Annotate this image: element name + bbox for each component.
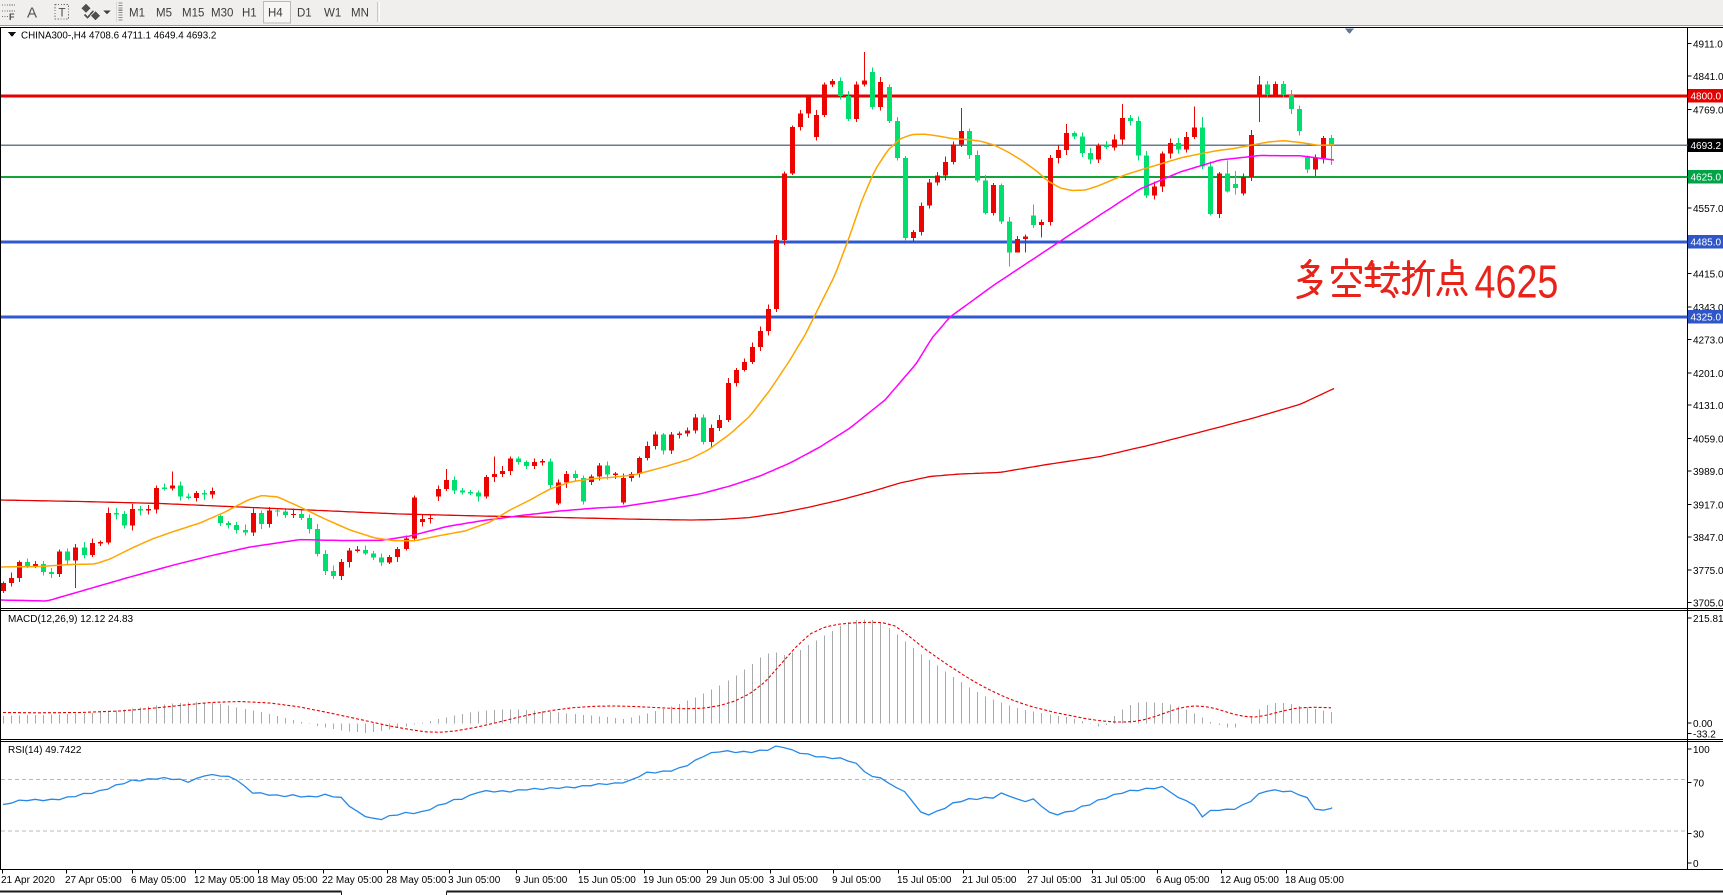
svg-text:3 Jul 05:00: 3 Jul 05:00	[769, 875, 818, 886]
svg-text:18 May 05:00: 18 May 05:00	[257, 875, 318, 886]
svg-text:H4: H4	[268, 8, 283, 20]
svg-text:27 Jul 05:00: 27 Jul 05:00	[1027, 875, 1082, 886]
svg-text:W1: W1	[324, 8, 341, 20]
svg-text:3775.0: 3775.0	[1693, 566, 1723, 577]
svg-text:M1: M1	[129, 8, 145, 20]
svg-text:21 Jul 05:00: 21 Jul 05:00	[962, 875, 1017, 886]
svg-text:0: 0	[1693, 859, 1699, 870]
svg-text:MN: MN	[351, 8, 369, 20]
svg-text:4325.0: 4325.0	[1691, 313, 1722, 324]
svg-text:6 May 05:00: 6 May 05:00	[131, 875, 186, 886]
svg-text:9 Jul 05:00: 9 Jul 05:00	[832, 875, 881, 886]
svg-text:4769.0: 4769.0	[1693, 106, 1723, 117]
svg-text:4693.2: 4693.2	[1691, 141, 1722, 152]
svg-text:4841.0: 4841.0	[1693, 72, 1723, 83]
svg-text:4800.0: 4800.0	[1691, 92, 1722, 103]
svg-text:A: A	[27, 5, 37, 22]
svg-text:12 May 05:00: 12 May 05:00	[194, 875, 255, 886]
svg-text:H1: H1	[242, 8, 257, 20]
svg-text:MACD(12,26,9) 12.12 24.83: MACD(12,26,9) 12.12 24.83	[8, 614, 134, 625]
svg-text:3705.0: 3705.0	[1693, 599, 1723, 610]
svg-text:9 Jun 05:00: 9 Jun 05:00	[515, 875, 568, 886]
svg-text:4557.0: 4557.0	[1693, 204, 1723, 215]
svg-text:19 Jun 05:00: 19 Jun 05:00	[643, 875, 701, 886]
svg-text:3917.0: 3917.0	[1693, 500, 1723, 511]
svg-text:15 Jun 05:00: 15 Jun 05:00	[578, 875, 636, 886]
svg-text:4059.0: 4059.0	[1693, 435, 1723, 446]
svg-text:28 May 05:00: 28 May 05:00	[386, 875, 447, 886]
svg-text:215.81: 215.81	[1693, 614, 1723, 625]
svg-text:15 Jul 05:00: 15 Jul 05:00	[897, 875, 952, 886]
svg-text:12 Aug 05:00: 12 Aug 05:00	[1220, 875, 1279, 886]
svg-text:4131.0: 4131.0	[1693, 401, 1723, 412]
svg-text:M5: M5	[156, 8, 172, 20]
svg-text:27 Apr 05:00: 27 Apr 05:00	[65, 875, 122, 886]
svg-text:100: 100	[1693, 745, 1710, 756]
svg-text:30: 30	[1693, 830, 1705, 841]
svg-text:4273.0: 4273.0	[1693, 335, 1723, 346]
svg-text:F: F	[9, 12, 15, 22]
svg-text:18 Aug 05:00: 18 Aug 05:00	[1285, 875, 1344, 886]
svg-text:CHINA300-,H4 4708.6 4711.1 46: CHINA300-,H4 4708.6 4711.1 4649.4 4693.2	[21, 31, 216, 42]
svg-text:31 Jul 05:00: 31 Jul 05:00	[1091, 875, 1146, 886]
svg-text:0.00: 0.00	[1693, 719, 1713, 730]
svg-text:3847.0: 3847.0	[1693, 533, 1723, 544]
svg-text:4485.0: 4485.0	[1691, 238, 1722, 249]
svg-text:4415.0: 4415.0	[1693, 270, 1723, 281]
svg-text:4343.0: 4343.0	[1693, 303, 1723, 314]
svg-text:T: T	[59, 8, 66, 20]
svg-text:RSI(14) 49.7422: RSI(14) 49.7422	[8, 745, 82, 756]
svg-text:D1: D1	[297, 8, 312, 20]
svg-text:6 Aug 05:00: 6 Aug 05:00	[1156, 875, 1210, 886]
svg-text:3989.0: 3989.0	[1693, 467, 1723, 478]
svg-text:4201.0: 4201.0	[1693, 369, 1723, 380]
svg-text:70: 70	[1693, 779, 1705, 790]
svg-text:M15: M15	[182, 8, 204, 20]
svg-text:-33.2: -33.2	[1693, 730, 1716, 741]
svg-text:4911.0: 4911.0	[1693, 40, 1723, 51]
svg-text:3 Jun 05:00: 3 Jun 05:00	[448, 875, 501, 886]
svg-text:4625: 4625	[1475, 256, 1559, 307]
svg-text:21 Apr 2020: 21 Apr 2020	[1, 875, 55, 886]
svg-text:29 Jun 05:00: 29 Jun 05:00	[706, 875, 764, 886]
svg-text:4625.0: 4625.0	[1691, 173, 1722, 184]
svg-text:M30: M30	[211, 8, 233, 20]
svg-text:22 May 05:00: 22 May 05:00	[322, 875, 383, 886]
